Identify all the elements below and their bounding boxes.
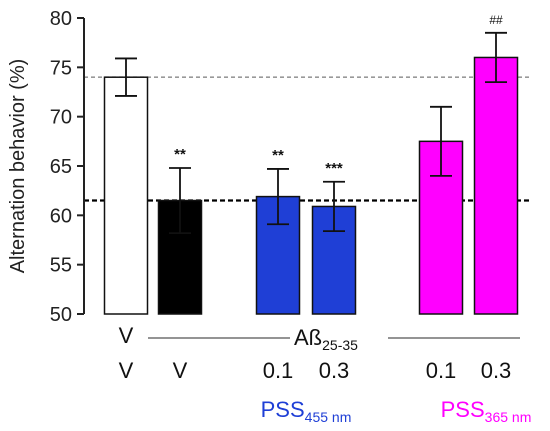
y-tick-label: 50 [50, 304, 72, 326]
significance-annotation: ** [174, 146, 186, 163]
y-tick-label: 55 [50, 255, 72, 277]
group-label: Aß25-35 [294, 325, 358, 353]
pss-label: PSS455 nm [261, 397, 352, 425]
row2-label: 0.1 [426, 358, 457, 383]
y-tick-label: 65 [50, 156, 72, 178]
significance-annotation: *** [325, 160, 343, 177]
y-tick-label: 60 [50, 205, 72, 227]
significance-annotations: ** *****## [174, 13, 503, 177]
pss-label: PSS365 nm [441, 397, 532, 425]
bar [103, 76, 149, 315]
significance-annotation: ** [272, 147, 284, 164]
y-tick-label: 80 [50, 8, 72, 30]
significance-annotation: ## [489, 13, 503, 27]
row2-label: V [119, 358, 134, 383]
y-tick-label: 75 [50, 57, 72, 79]
bar [473, 56, 519, 315]
row2-label: 0.1 [263, 358, 294, 383]
row2-label: 0.3 [319, 358, 350, 383]
y-tick-label: 70 [50, 107, 72, 129]
bars-group [103, 56, 519, 315]
y-axis-title: Alternation behavior (%) [7, 59, 29, 274]
error-bars-group [115, 31, 507, 234]
row2-label: 0.3 [481, 358, 512, 383]
row2-label: V [173, 358, 188, 383]
row1-label: V [119, 323, 134, 348]
y-axis: 50 55 60 65 70 75 80 [50, 8, 85, 326]
